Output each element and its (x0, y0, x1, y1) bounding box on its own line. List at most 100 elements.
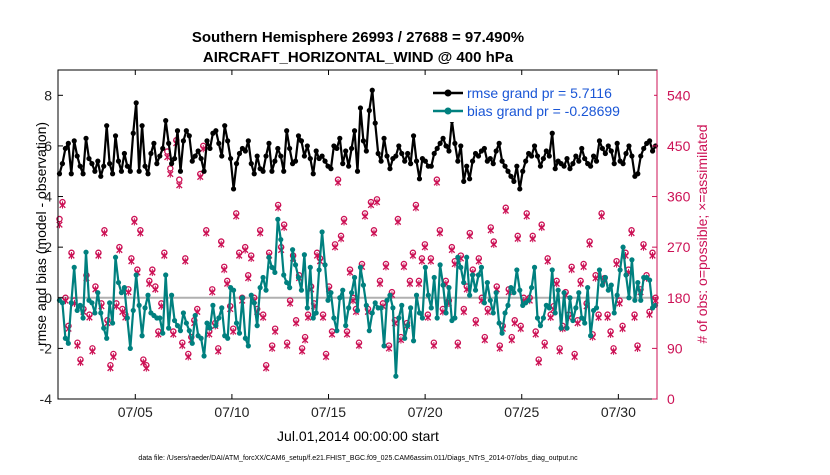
bias-point (528, 285, 535, 291)
assimilated-count-marker (235, 251, 243, 260)
assimilated-count-marker (595, 313, 602, 322)
assimilated-count-marker (376, 280, 384, 288)
assimilated-count-marker (214, 347, 222, 355)
rmse-point (596, 138, 603, 144)
bias-point (298, 287, 305, 293)
assimilated-count-marker (119, 308, 126, 316)
bias-point (481, 300, 487, 306)
bias-point (599, 282, 606, 288)
rmse-point (629, 153, 635, 159)
rmse-point (222, 123, 228, 129)
bias-point (472, 287, 479, 293)
rmse-point (576, 158, 582, 164)
assimilated-count-marker (110, 353, 117, 361)
rmse-point (434, 145, 440, 152)
rmse-point (83, 135, 89, 141)
assimilated-count-marker (232, 212, 240, 220)
bias-point (514, 267, 520, 273)
bias-point (348, 290, 355, 296)
bias-point (366, 328, 372, 334)
assimilated-count-marker (89, 347, 96, 355)
rmse-point (337, 135, 343, 141)
rmse-point (564, 155, 570, 162)
bias-point (425, 292, 431, 298)
rmse-point (313, 148, 319, 154)
rmse-point (561, 163, 567, 169)
assimilated-count-marker (649, 251, 656, 260)
assimilated-count-marker (502, 206, 510, 215)
assimilated-count-marker (613, 260, 620, 268)
bias-point (163, 272, 169, 278)
rmse-point (166, 140, 172, 146)
rmse-point (357, 105, 364, 111)
assimilated-count-marker (95, 251, 102, 260)
assimilated-count-marker (125, 288, 132, 296)
bias-point (71, 264, 77, 270)
rmse-point (204, 138, 210, 144)
bias-point (357, 264, 364, 270)
bias-point (124, 315, 130, 321)
bias-point (325, 297, 331, 303)
rmse-point (611, 161, 617, 167)
bias-point (567, 295, 573, 301)
bias-point (632, 297, 638, 303)
assimilated-count-marker (280, 223, 288, 232)
bias-point (307, 264, 313, 270)
rmse-point (372, 120, 378, 126)
assimilated-count-marker (286, 299, 294, 307)
bias-point (511, 290, 517, 296)
assimilated-count-marker (113, 302, 120, 310)
bias-point (390, 305, 396, 311)
assimilated-count-marker (382, 263, 390, 271)
rmse-point (118, 168, 125, 174)
bias-point (573, 305, 579, 311)
rmse-point (493, 148, 499, 154)
assimilated-count-marker (202, 229, 210, 237)
bias-point (585, 285, 591, 291)
bias-point (422, 264, 428, 270)
assimilated-count-marker (137, 229, 144, 237)
assimilated-count-marker (514, 235, 521, 243)
assimilated-count-marker (592, 274, 599, 282)
assimilated-count-marker (607, 330, 614, 338)
assimilated-count-marker (634, 344, 641, 352)
bias-point (360, 282, 367, 288)
rmse-point (219, 153, 225, 159)
rmse-point (549, 130, 555, 136)
x-tick-label: 07/30 (601, 404, 636, 420)
bias-point (626, 295, 632, 301)
chart-marks (56, 87, 659, 379)
bias-point (408, 305, 414, 311)
assimilated-count-marker (301, 336, 309, 344)
rmse-point (602, 150, 608, 157)
rmse-point (177, 168, 184, 174)
assimilated-count-marker (631, 313, 638, 322)
rmse-point (68, 171, 74, 177)
bias-point (192, 312, 198, 319)
bias-point (340, 287, 346, 293)
bias-point (157, 315, 163, 321)
assimilated-count-marker (430, 341, 438, 350)
rmse-point (505, 168, 511, 174)
bias-point (112, 254, 119, 260)
rmse-point (511, 178, 517, 184)
bias-point (337, 295, 343, 301)
rmse-point (443, 143, 449, 149)
assimilated-count-marker (247, 254, 255, 263)
bias-point (608, 282, 614, 288)
assimilated-count-marker (472, 319, 480, 327)
rmse-point (77, 163, 83, 169)
chart-axes: -4 -2 0 2 4 6 8 0 90 180 270 360 450 540 07/05 07/10 07/… (40, 70, 691, 420)
assimilated-count-marker (68, 251, 75, 260)
assimilated-count-marker (454, 341, 462, 350)
rmse-point (396, 143, 402, 149)
rmse-point (180, 138, 187, 144)
bias-point (289, 247, 296, 253)
rmse-point (107, 161, 113, 167)
rmse-point (461, 178, 467, 184)
bias-point (284, 279, 290, 286)
bias-point (617, 267, 623, 273)
assimilated-count-marker (400, 263, 408, 271)
rmse-point (531, 143, 538, 149)
